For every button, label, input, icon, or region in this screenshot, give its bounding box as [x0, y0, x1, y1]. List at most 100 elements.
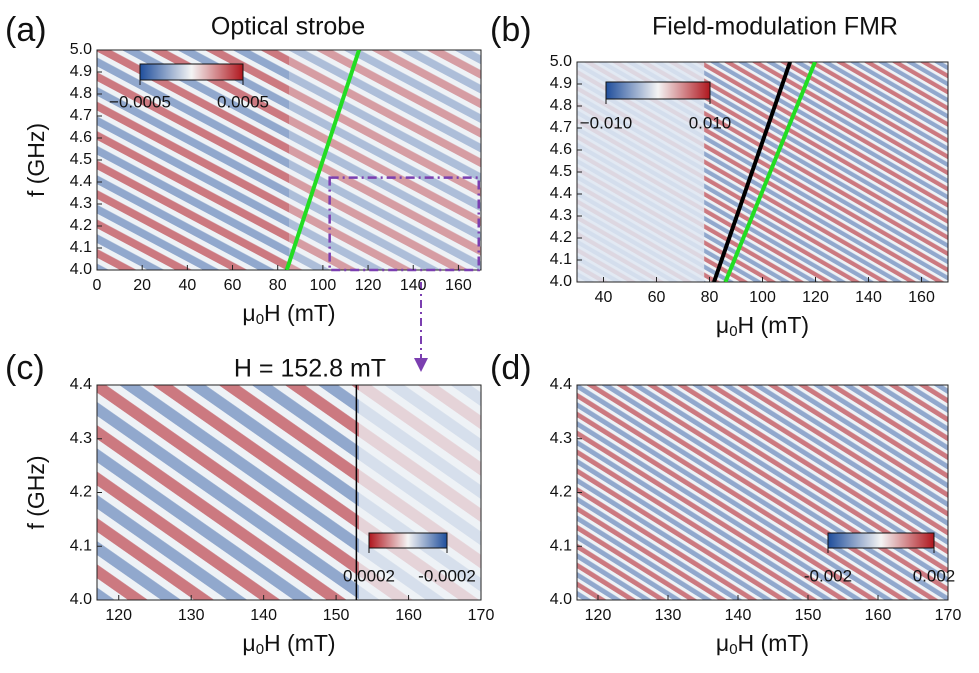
x-label-symbol: μ	[716, 312, 729, 338]
x-tick-label: 40	[595, 289, 613, 306]
panel-label: (c)	[5, 349, 45, 387]
x-label-subscript: 0	[256, 311, 264, 328]
annotation: H = 152.8 mT	[234, 355, 386, 383]
y-tick-label: 4.2	[550, 484, 572, 501]
colorbar-label: −0.0005	[109, 92, 171, 111]
x-tick-label: 160	[865, 607, 892, 624]
colorbar	[139, 63, 244, 81]
colorbar-label: -0.002	[804, 566, 852, 585]
x-label-subscript: 0	[729, 323, 737, 340]
heatmap	[97, 50, 481, 270]
y-tick-label: 4.8	[550, 97, 572, 114]
y-tick-label: 4.2	[70, 217, 92, 234]
x-tick-label: 140	[400, 277, 427, 294]
overlay-line	[712, 62, 792, 282]
x-tick-label: 0	[93, 277, 102, 294]
y-tick-label: 4.2	[70, 484, 92, 501]
colorbar-label: −0.010	[580, 113, 632, 132]
colorbar	[368, 532, 448, 549]
x-axis-label: μ0H (mT)	[716, 312, 809, 340]
y-tick-label: 4.1	[550, 537, 572, 554]
y-tick-label: 4.5	[550, 163, 572, 180]
x-label-subscript: 0	[256, 641, 264, 658]
x-tick-label: 20	[133, 277, 151, 294]
x-axis-label: μ0H (mT)	[242, 300, 335, 328]
x-tick-label: 160	[908, 289, 935, 306]
y-tick-label: 4.9	[70, 63, 92, 80]
x-axis-label: μ0H (mT)	[716, 630, 809, 658]
colorbar-label: 0.0002	[343, 566, 395, 585]
y-tick-label: 5.0	[550, 53, 572, 70]
x-tick-label: 80	[701, 289, 719, 306]
y-axis-label: f (GHz)	[23, 123, 49, 197]
x-label-symbol: μ	[242, 630, 255, 656]
x-tick-label: 60	[224, 277, 242, 294]
colorbar	[605, 81, 711, 100]
y-tick-label: 4.4	[70, 376, 92, 393]
x-label-rest: H (mT)	[738, 312, 810, 338]
x-tick-label: 170	[468, 607, 495, 624]
y-tick-label: 4.3	[550, 207, 572, 224]
y-tick-label: 4.0	[550, 591, 572, 608]
y-tick-label: 4.7	[550, 119, 572, 136]
colorbar	[827, 532, 935, 549]
link-arrow	[414, 282, 428, 372]
y-tick-label: 4.0	[550, 273, 572, 290]
x-tick-label: 120	[802, 289, 829, 306]
x-label-subscript: 0	[729, 641, 737, 658]
y-tick-label: 4.0	[70, 591, 92, 608]
y-tick-label: 4.4	[550, 376, 572, 393]
y-tick-label: 4.7	[70, 107, 92, 124]
inset-box	[328, 176, 480, 272]
panel-label: (d)	[490, 349, 532, 387]
x-tick-label: 100	[749, 289, 776, 306]
colorbar-label: 0.002	[913, 566, 956, 585]
colorbar-label: 0.0005	[217, 92, 269, 111]
panel-title: Optical strobe	[211, 13, 365, 41]
x-tick-label: 170	[935, 607, 962, 624]
y-tick-label: 5.0	[70, 41, 92, 58]
heatmap	[577, 385, 948, 600]
y-tick-label: 4.1	[70, 537, 92, 554]
x-tick-label: 120	[585, 607, 612, 624]
fade	[359, 385, 481, 600]
colorbar-label: 0.010	[689, 113, 732, 132]
y-tick-label: 4.3	[70, 195, 92, 212]
panel-title: Field-modulation FMR	[652, 13, 898, 41]
y-tick-label: 4.3	[70, 430, 92, 447]
x-tick-label: 160	[445, 277, 472, 294]
x-label-symbol: μ	[716, 630, 729, 656]
x-tick-label: 120	[355, 277, 382, 294]
y-tick-label: 4.0	[70, 261, 92, 278]
x-tick-label: 140	[250, 607, 277, 624]
y-tick-label: 4.2	[550, 229, 572, 246]
panel-label: (a)	[5, 11, 47, 49]
y-tick-label: 4.6	[70, 129, 92, 146]
x-axis-label: μ0H (mT)	[242, 630, 335, 658]
x-label-rest: H (mT)	[264, 630, 336, 656]
y-tick-label: 4.1	[70, 239, 92, 256]
y-tick-label: 4.8	[70, 85, 92, 102]
y-tick-label: 4.9	[550, 75, 572, 92]
x-tick-label: 60	[648, 289, 666, 306]
y-axis-label: f (GHz)	[23, 455, 49, 529]
x-label-rest: H (mT)	[738, 630, 810, 656]
y-tick-label: 4.4	[550, 185, 572, 202]
colorbar-label: -0.0002	[418, 566, 476, 585]
y-tick-label: 4.5	[70, 151, 92, 168]
x-tick-label: 40	[178, 277, 196, 294]
overlay-line	[723, 62, 817, 282]
x-label-rest: H (mT)	[264, 300, 336, 326]
panel-label: (b)	[490, 11, 532, 49]
x-tick-label: 100	[310, 277, 337, 294]
x-tick-label: 150	[323, 607, 350, 624]
x-tick-label: 120	[105, 607, 132, 624]
y-tick-label: 4.6	[550, 141, 572, 158]
fade	[289, 50, 481, 270]
y-tick-label: 4.4	[70, 173, 92, 190]
x-tick-label: 80	[269, 277, 287, 294]
x-tick-label: 140	[725, 607, 752, 624]
y-tick-label: 4.3	[550, 430, 572, 447]
x-tick-label: 160	[395, 607, 422, 624]
